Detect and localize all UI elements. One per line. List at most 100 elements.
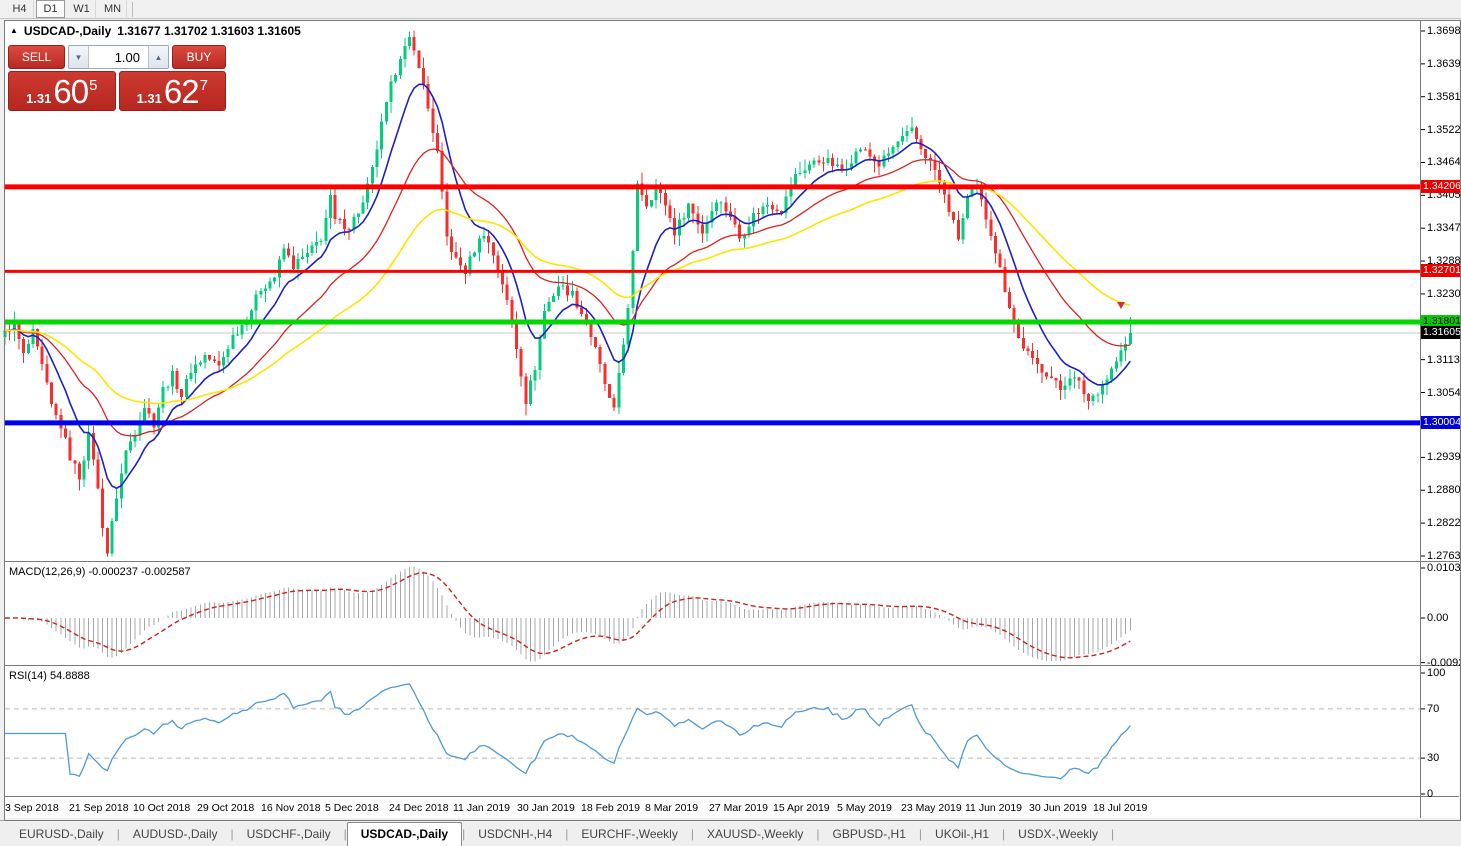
- macd-signal-line: [5, 572, 1131, 659]
- price-axis-label: 1.28220: [1427, 517, 1461, 530]
- date-axis-label: 11 Jun 2019: [965, 802, 1023, 814]
- candle-body: [496, 255, 500, 271]
- candle-body: [635, 183, 639, 251]
- tab-audusd-daily[interactable]: AUDUSD-,Daily: [132, 827, 218, 841]
- candle-body: [528, 380, 532, 405]
- candle-body: [217, 361, 221, 366]
- candle-body: [984, 199, 988, 220]
- candle-body: [877, 161, 881, 167]
- candle-body: [761, 206, 765, 214]
- candle-body: [259, 291, 263, 295]
- volume-decrease-button[interactable]: ▼: [69, 46, 89, 68]
- candle-body: [910, 127, 914, 131]
- chart-title-bar: ▲ USDCAD-,Daily 1.31677 1.31702 1.31603 …: [10, 24, 301, 38]
- candle-body: [626, 308, 630, 345]
- date-axis[interactable]: 3 Sep 2018 21 Sep 2018 10 Oct 2018 29 Oct 2…: [5, 797, 1420, 818]
- candle-body: [194, 364, 198, 374]
- buy-price-display[interactable]: 1.31 62 7: [118, 71, 226, 111]
- tab-separator: |: [116, 827, 120, 841]
- candle-body: [701, 224, 704, 234]
- candle-body: [710, 210, 714, 223]
- timeframe-button-d1[interactable]: D1: [36, 0, 65, 18]
- tab-eurusd-daily[interactable]: EURUSD-,Daily: [19, 827, 104, 841]
- rsi-axis-label: 30: [1427, 752, 1440, 765]
- macd-axis-label: -0.009203: [1427, 656, 1461, 669]
- rsi-value: 54.8888: [49, 670, 90, 682]
- candle-body: [859, 149, 863, 152]
- price-axis-label: 1.36980: [1427, 25, 1461, 37]
- candle-body: [50, 382, 53, 405]
- volume-increase-button[interactable]: ▲: [148, 46, 168, 68]
- price-axis-label: 1.30545: [1427, 386, 1461, 399]
- tab-xauusd-weekly[interactable]: XAUUSD-,Weekly: [706, 827, 804, 841]
- candle-body: [263, 288, 267, 292]
- candle-body: [82, 460, 86, 480]
- candle-body: [77, 463, 81, 480]
- candle-body: [612, 397, 616, 408]
- sell-button[interactable]: SELL: [8, 45, 65, 69]
- date-axis-label: 5 Dec 2018: [325, 802, 379, 814]
- candle-body: [156, 407, 160, 428]
- candle-body: [821, 162, 825, 164]
- candle-body: [733, 216, 737, 225]
- tab-separator: |: [565, 827, 569, 841]
- tab-usdx-weekly[interactable]: USDX-,Weekly: [1018, 827, 1098, 841]
- buy-price-pip: 7: [199, 77, 208, 94]
- buy-button[interactable]: BUY: [172, 45, 226, 69]
- candle-body: [1077, 377, 1081, 381]
- ma-fast-line: [4, 83, 1131, 490]
- candle-body: [533, 370, 537, 381]
- candle-body: [598, 346, 602, 365]
- candle-body: [687, 203, 691, 218]
- candle-body: [770, 204, 774, 210]
- tab-gbpusd-h1[interactable]: GBPUSD-,H1: [832, 827, 906, 841]
- tab-usdchf-daily[interactable]: USDCHF-,Daily: [246, 827, 331, 841]
- candle-body: [668, 205, 672, 218]
- timeframe-button-h4[interactable]: H4: [5, 0, 34, 18]
- pane-separator[interactable]: [5, 561, 1459, 562]
- candle-body: [226, 348, 230, 358]
- timeframe-button-w1[interactable]: W1: [67, 0, 96, 18]
- candle-body: [747, 226, 751, 235]
- candle-body: [938, 170, 942, 183]
- tab-ukoil-h1[interactable]: UKOil-,H1: [935, 827, 990, 841]
- date-axis-label: 5 May 2019: [837, 802, 892, 814]
- candle-body: [552, 295, 556, 303]
- price-tag-1.32701: 1.32701: [1421, 264, 1461, 278]
- chart-title-arrow-icon: ▲: [10, 25, 18, 35]
- date-axis-label: 11 Jan 2019: [453, 802, 511, 814]
- candle-body: [789, 188, 793, 197]
- price-axis-label: 1.34640: [1427, 156, 1461, 169]
- rsi-axis-label: 0: [1427, 788, 1434, 800]
- candle-body: [287, 248, 291, 256]
- candle-body: [1021, 338, 1025, 349]
- candle-body: [22, 339, 26, 354]
- candle-body: [803, 170, 807, 173]
- candle-body: [268, 281, 272, 289]
- macd-values: -0.000237 -0.002587: [88, 566, 191, 578]
- candle-body: [696, 213, 700, 225]
- candle-body: [222, 357, 226, 366]
- tab-separator: |: [462, 827, 466, 841]
- tab-eurchf-weekly[interactable]: EURCHF-,Weekly: [581, 827, 678, 841]
- sell-price-pip: 5: [89, 77, 98, 94]
- pane-separator[interactable]: [5, 665, 1459, 666]
- volume-input[interactable]: 1.00: [89, 46, 148, 68]
- candle-body: [989, 219, 993, 236]
- price-axis-label: 1.31130: [1427, 353, 1461, 366]
- tab-separator: |: [343, 827, 347, 841]
- candle-body: [384, 102, 388, 122]
- tab-usdcad-daily[interactable]: USDCAD-,Daily: [346, 822, 463, 846]
- candle-body: [231, 335, 235, 349]
- candle-body: [166, 386, 170, 388]
- candle-body: [315, 241, 319, 246]
- candle-body: [1119, 350, 1123, 362]
- candle-body: [580, 307, 584, 314]
- candle-body: [849, 163, 853, 169]
- sell-price-display[interactable]: 1.31 60 5: [8, 71, 116, 111]
- candle-body: [91, 433, 95, 460]
- timeframe-button-mn[interactable]: MN: [98, 0, 127, 18]
- candle-body: [1035, 357, 1039, 364]
- tab-usdcnh-h4[interactable]: USDCNH-,H4: [478, 827, 553, 841]
